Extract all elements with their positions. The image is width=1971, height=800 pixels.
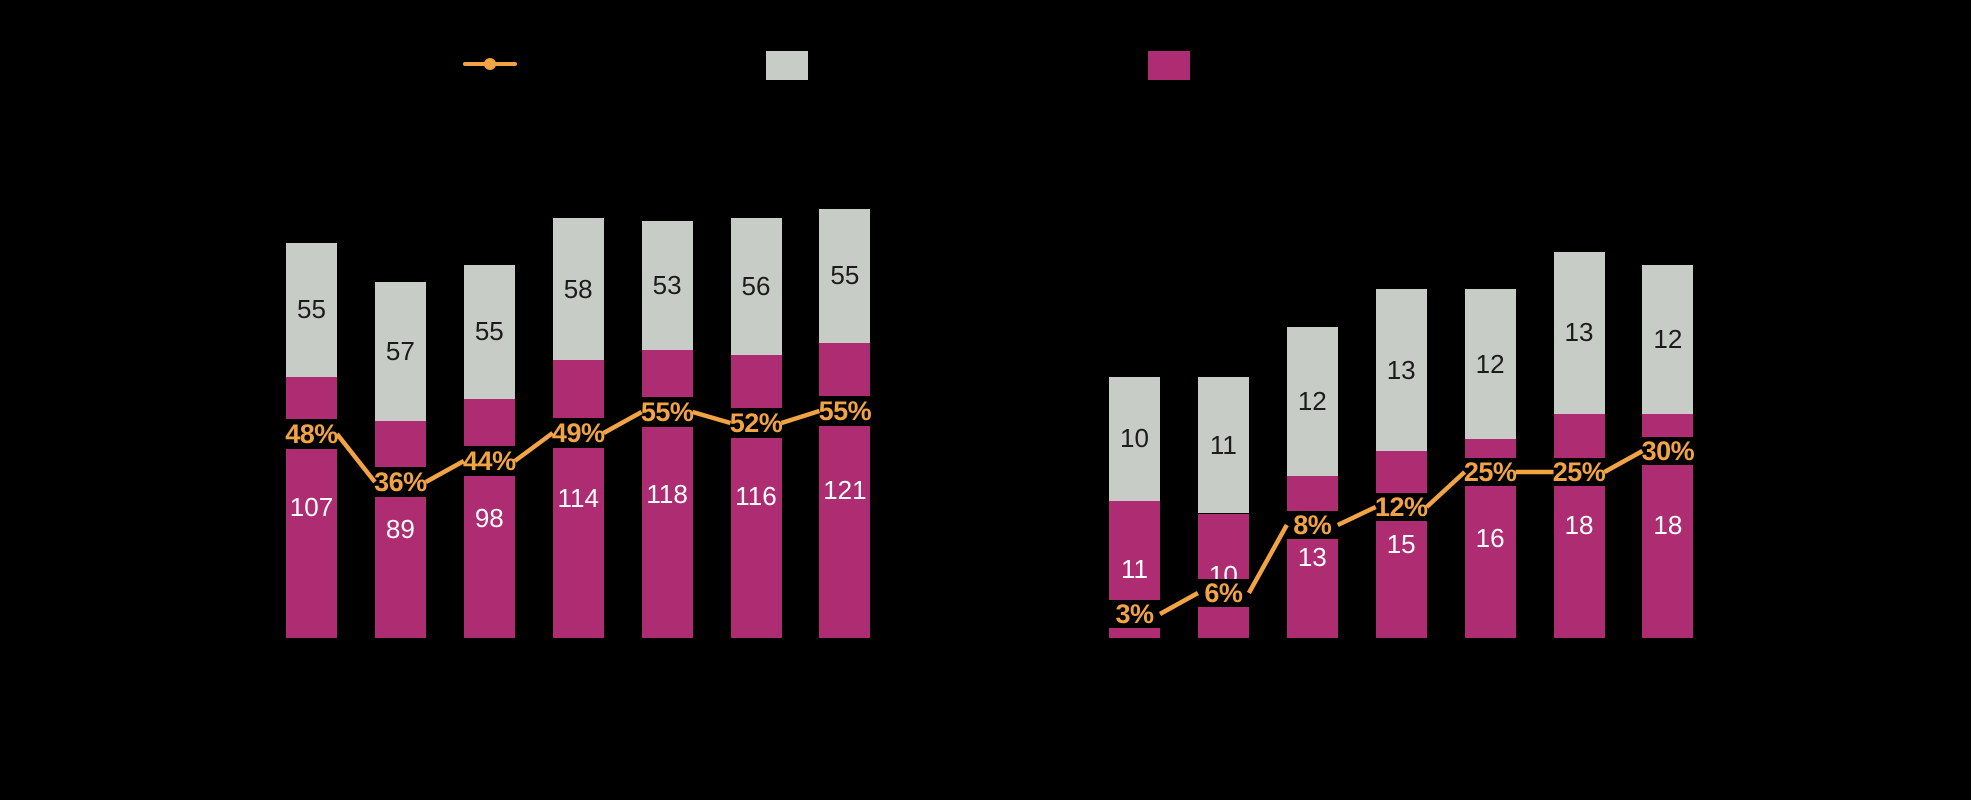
- percent-label: 3%: [1109, 599, 1160, 629]
- percent-label: 12%: [1374, 491, 1428, 522]
- gray-bar-segment: 11: [1197, 376, 1249, 514]
- magenta-bar-segment: 89: [374, 420, 426, 638]
- percent-label: 25%: [1463, 456, 1517, 487]
- percent-line-segment: [1246, 523, 1289, 595]
- gray-bar-segment: 13: [1375, 289, 1427, 452]
- percent-label: 44%: [463, 445, 516, 476]
- percent-line-segment: [1158, 591, 1199, 616]
- magenta-bar-segment: 10: [1197, 513, 1249, 638]
- magenta-series-swatch: [1148, 51, 1190, 80]
- percent-line-segment: [335, 432, 377, 484]
- magenta-bar-segment: 18: [1553, 413, 1605, 638]
- gray-bar-segment: 55: [819, 208, 871, 343]
- gray-bar-segment: 12: [1464, 289, 1516, 439]
- gray-bar-segment: 13: [1553, 252, 1605, 414]
- gray-bar-segment: 53: [641, 220, 693, 351]
- percent-label: 52%: [729, 407, 783, 438]
- magenta-bar-segment: 15: [1375, 451, 1427, 638]
- gray-bar-segment: 55: [286, 242, 337, 377]
- magenta-bar-segment: 121: [819, 342, 871, 638]
- percent-label: 25%: [1552, 456, 1606, 487]
- magenta-bar-segment: 114: [552, 359, 604, 638]
- gray-bar-segment: 56: [730, 218, 782, 355]
- gray-bar-segment: 12: [1642, 264, 1694, 414]
- percent-line-segment: [691, 409, 732, 426]
- percent-label: 8%: [1286, 510, 1338, 540]
- percent-label: 36%: [374, 466, 427, 497]
- percent-line-segment: [780, 408, 821, 426]
- percent-line-segment: [1336, 504, 1377, 528]
- percent-label: 6%: [1197, 578, 1249, 608]
- magenta-bar-segment: 13: [1286, 476, 1338, 638]
- percent-line-segment: [602, 410, 643, 435]
- percent-label: 30%: [1641, 435, 1695, 466]
- gray-bar-segment: 55: [463, 264, 515, 399]
- percent-label: 49%: [551, 417, 605, 448]
- percent-line-segment: [513, 431, 555, 463]
- gray-bar-segment: 58: [552, 218, 604, 360]
- magenta-bar-segment: 98: [463, 398, 515, 638]
- percent-line-segment: [424, 459, 465, 484]
- gray-bar-segment: 57: [374, 281, 426, 421]
- percent-label: 48%: [285, 418, 338, 449]
- percent-line-segment: [1425, 470, 1467, 509]
- magenta-bar-segment: 116: [730, 354, 782, 638]
- percent-line-marker-dot-icon: [484, 58, 496, 70]
- percent-label: 55%: [640, 396, 694, 427]
- gray-series-swatch: [766, 51, 808, 80]
- gray-bar-segment: 12: [1286, 326, 1338, 477]
- percent-label: 55%: [818, 395, 872, 426]
- percent-line-segment: [1603, 449, 1644, 474]
- gray-bar-segment: 10: [1109, 376, 1160, 502]
